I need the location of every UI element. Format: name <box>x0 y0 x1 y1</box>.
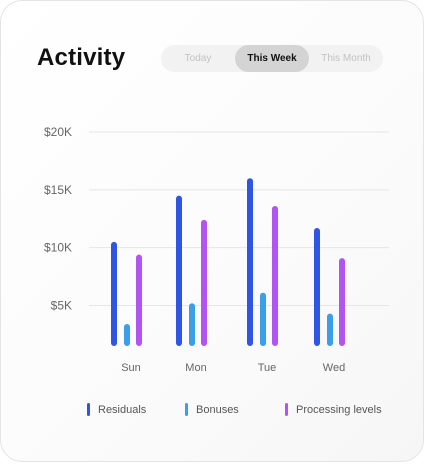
chart-legend: Residuals Bonuses Processing levels <box>87 403 382 416</box>
tab-this-week[interactable]: This Week <box>235 45 309 72</box>
card-title: Activity <box>37 44 126 71</box>
legend-swatch-bonuses <box>185 403 188 416</box>
bar-bonuses-mon[interactable] <box>189 303 195 346</box>
bar-bonuses-wed[interactable] <box>327 313 333 346</box>
y-tick-label: $10K <box>44 241 72 255</box>
bar-processing-levels-wed[interactable] <box>339 258 345 346</box>
tab-today[interactable]: Today <box>184 53 212 64</box>
bar-residuals-sun[interactable] <box>111 241 117 346</box>
x-tick-label: Mon <box>185 362 206 374</box>
legend-label-residuals: Residuals <box>98 403 147 416</box>
bar-processing-levels-tue[interactable] <box>272 206 278 346</box>
bar-residuals-wed[interactable] <box>314 228 320 346</box>
legend-item-processing-levels: Processing levels <box>285 403 382 416</box>
bar-processing-levels-sun[interactable] <box>136 254 142 346</box>
legend-item-bonuses: Bonuses <box>185 403 285 416</box>
y-tick-label: $20K <box>44 125 72 139</box>
bar-residuals-tue[interactable] <box>247 178 253 346</box>
y-tick-label: $5K <box>51 299 72 313</box>
x-tick-label: Tue <box>258 362 277 374</box>
activity-bar-chart: $20K $15K $10K $5K Sun Mon Tue Wed <box>44 125 389 374</box>
bar-residuals-mon[interactable] <box>176 195 182 346</box>
legend-item-residuals: Residuals <box>87 403 185 416</box>
legend-label-bonuses: Bonuses <box>196 403 239 416</box>
bar-bonuses-tue[interactable] <box>260 292 266 346</box>
y-tick-label: $15K <box>44 183 72 197</box>
period-selector: Today This Week This Month <box>161 45 383 72</box>
legend-swatch-processing-levels <box>285 403 288 416</box>
bar-bonuses-sun[interactable] <box>124 324 130 346</box>
tab-this-month[interactable]: This Month <box>321 53 371 64</box>
x-tick-label: Sun <box>121 362 141 374</box>
bar-processing-levels-mon[interactable] <box>201 219 207 346</box>
legend-swatch-residuals <box>87 403 90 416</box>
legend-label-processing-levels: Processing levels <box>296 403 382 416</box>
x-tick-label: Wed <box>323 362 345 374</box>
